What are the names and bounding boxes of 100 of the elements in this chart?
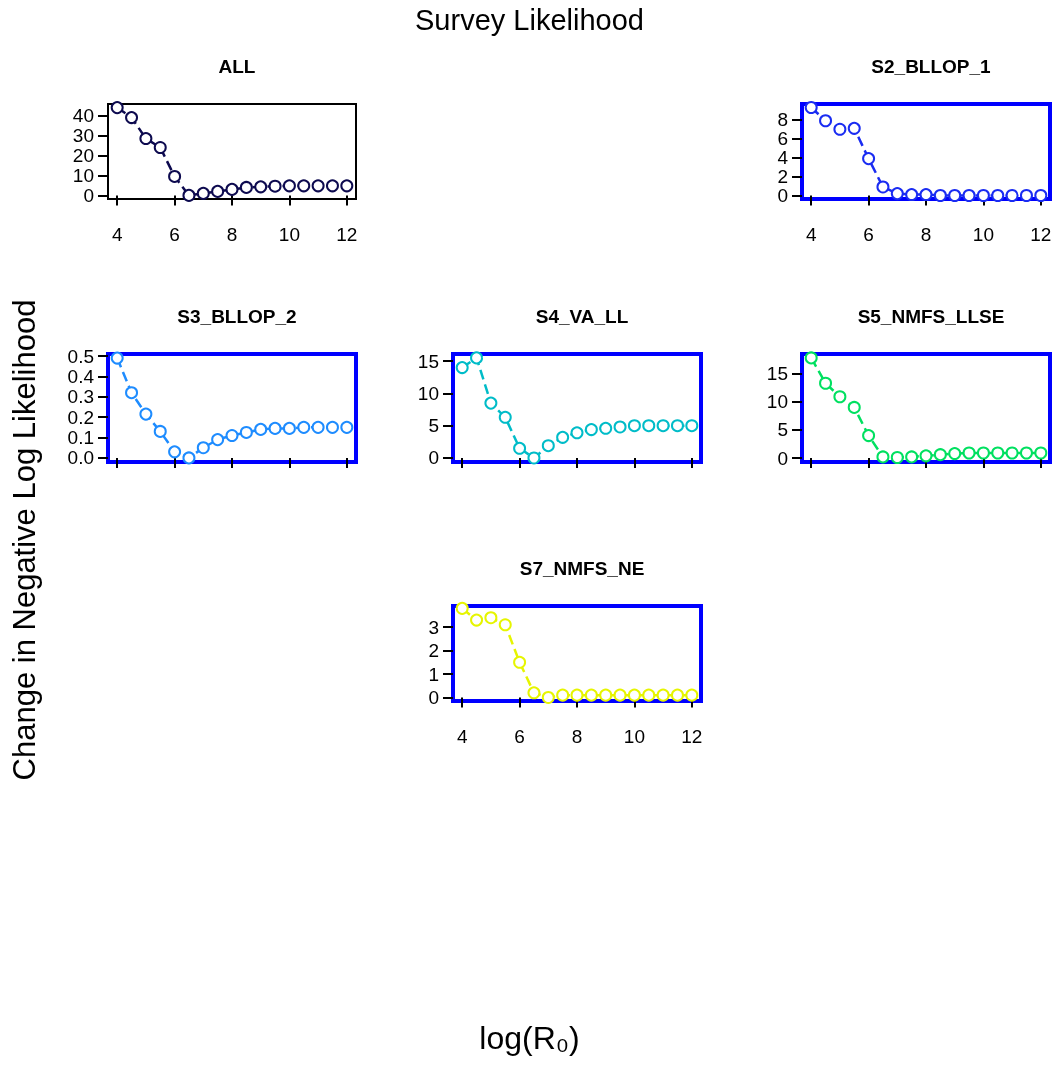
- x-tick-label: 12: [336, 224, 358, 245]
- point: [455, 601, 469, 615]
- y-tick-label: 0.0: [67, 447, 94, 469]
- y-tick-label: 0: [428, 686, 439, 708]
- point: [541, 439, 555, 453]
- y-tick-label: 15: [766, 363, 788, 385]
- point: [962, 446, 976, 460]
- point: [498, 618, 512, 632]
- point: [541, 690, 555, 704]
- y-tick-label: 10: [766, 391, 788, 413]
- chart-title: ALL: [218, 56, 256, 77]
- point: [225, 429, 239, 443]
- point: [211, 433, 225, 447]
- point: [642, 419, 656, 433]
- point: [556, 430, 570, 444]
- y-tick-label: 0.2: [67, 406, 94, 428]
- point: [948, 447, 962, 461]
- x-tick-label: 8: [226, 224, 238, 245]
- point: [110, 101, 124, 115]
- x-tick-label: 4: [456, 726, 468, 747]
- x-tick-label: 8: [920, 224, 932, 245]
- point: [804, 351, 818, 365]
- point: [862, 429, 876, 443]
- text: Change in Negative Log Likelihood: [7, 299, 43, 781]
- point: [196, 186, 210, 200]
- point: [991, 446, 1005, 460]
- point: [325, 420, 339, 434]
- point: [325, 179, 339, 193]
- point: [1005, 446, 1019, 460]
- y-tick-label: 30: [72, 125, 94, 147]
- point: [125, 386, 139, 400]
- y-tick-label: 0.4: [67, 365, 95, 387]
- point: [182, 188, 196, 202]
- point: [642, 688, 656, 702]
- line-series: [110, 101, 354, 202]
- point: [819, 376, 833, 390]
- chart-title: S5_NMFS_LLSE: [857, 306, 1005, 327]
- point: [1034, 446, 1048, 460]
- point: [168, 169, 182, 183]
- point: [153, 141, 167, 155]
- point: [570, 688, 584, 702]
- point: [254, 180, 268, 194]
- point: [685, 688, 699, 702]
- x-tick-label: 6: [514, 726, 525, 747]
- y-tick-label: 0.5: [67, 345, 94, 367]
- point: [1005, 189, 1019, 202]
- point: [670, 419, 684, 433]
- point: [833, 122, 847, 136]
- point: [599, 688, 613, 702]
- point: [282, 421, 296, 435]
- point: [862, 152, 876, 166]
- y-tick-label: 5: [428, 415, 439, 437]
- point: [254, 422, 268, 436]
- point: [498, 410, 512, 424]
- point: [656, 419, 670, 433]
- point: [268, 421, 282, 435]
- y-tick-label: 2: [777, 166, 788, 188]
- point: [513, 441, 527, 455]
- point: [847, 400, 861, 414]
- point: [153, 424, 167, 438]
- point: [919, 188, 933, 202]
- x-tick-label: 10: [278, 224, 300, 245]
- text: log(R₀): [478, 1020, 581, 1057]
- point: [139, 132, 153, 146]
- point: [1034, 189, 1048, 202]
- point: [570, 426, 584, 440]
- text: Survey Likelihood: [414, 4, 645, 37]
- y-tick-label: 0.1: [67, 427, 94, 449]
- point: [139, 407, 153, 421]
- point: [627, 688, 641, 702]
- point: [211, 184, 225, 198]
- x-tick-label: 4: [111, 224, 123, 245]
- y-tick-label: 1: [428, 663, 439, 685]
- point: [876, 180, 890, 194]
- chart-title: S2_BLLOP_1: [871, 56, 992, 77]
- point: [584, 423, 598, 437]
- point: [297, 420, 311, 434]
- x-tick-label: 8: [571, 726, 583, 747]
- point: [225, 182, 239, 196]
- point: [890, 187, 904, 201]
- point: [804, 101, 818, 114]
- point: [340, 179, 354, 193]
- point: [282, 179, 296, 193]
- chart-title: S4_VA_LL: [535, 306, 629, 327]
- point: [833, 390, 847, 404]
- point: [455, 361, 469, 375]
- point: [584, 688, 598, 702]
- y-tick-label: 2: [428, 640, 439, 662]
- y-tick-label: 4: [777, 147, 789, 169]
- point: [527, 451, 541, 465]
- point: [470, 613, 484, 627]
- point: [670, 688, 684, 702]
- point: [239, 180, 253, 194]
- point: [656, 688, 670, 702]
- point: [613, 420, 627, 434]
- y-tick-label: 0: [428, 447, 439, 469]
- point: [962, 189, 976, 202]
- point: [168, 445, 182, 459]
- y-tick-label: 0: [777, 447, 788, 469]
- y-tick-label: 8: [777, 109, 788, 131]
